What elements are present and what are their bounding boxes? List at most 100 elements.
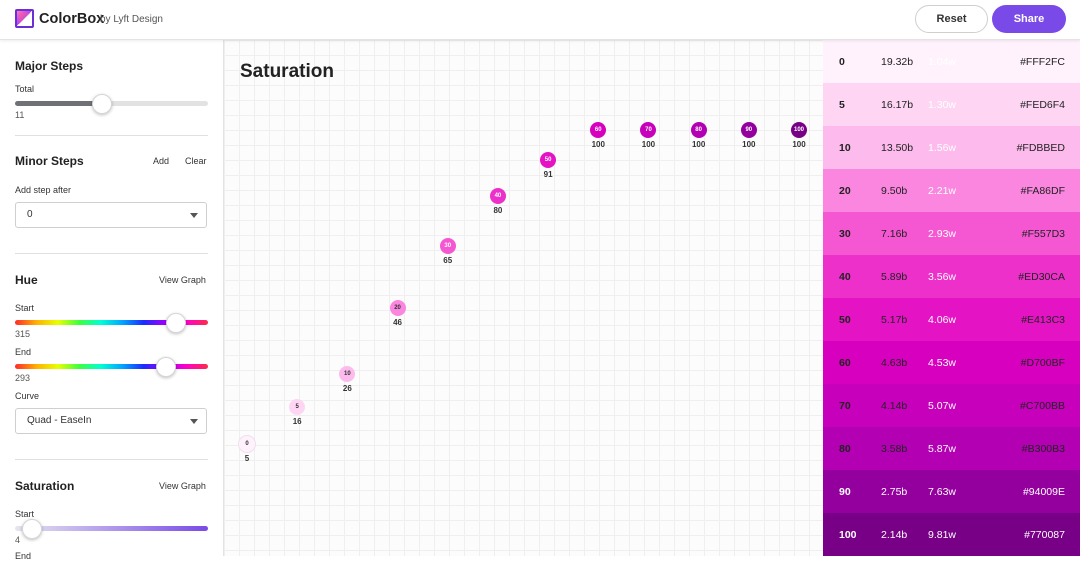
color-swatch[interactable]: 30 7.16b 2.93w #F557D3 (823, 212, 1080, 255)
swatch-hex: #770087 (1024, 528, 1065, 541)
color-swatch[interactable]: 40 5.89b 3.56w #ED30CA (823, 255, 1080, 298)
saturation-end-label: End (15, 551, 32, 561)
swatch-step: 50 (839, 313, 851, 326)
hue-end-slider-thumb[interactable] (156, 357, 176, 377)
add-step-after-value: 0 (27, 209, 33, 220)
color-swatch[interactable]: 5 16.17b 1.30w #FED6F4 (823, 83, 1080, 126)
swatch-hex: #B300B3 (1021, 442, 1065, 455)
curve-select[interactable]: Quad - EaseIn (15, 408, 207, 434)
saturation-title: Saturation (15, 479, 75, 493)
graph-point[interactable]: 20 (389, 300, 406, 317)
swatch-hex: #FFF2FC (1020, 55, 1065, 68)
hue-end-value: 293 (15, 373, 31, 383)
swatch-white-contrast: 4.06w (928, 313, 957, 326)
curve-label: Curve (15, 391, 40, 401)
graph-point-value: 65 (443, 255, 453, 265)
graph-title: Saturation (240, 61, 334, 82)
hue-start-slider-thumb[interactable] (166, 313, 186, 333)
swatch-white-contrast: 2.21w (928, 184, 957, 197)
color-swatch[interactable]: 80 3.58b 5.87w #B300B3 (823, 427, 1080, 470)
swatch-black-contrast: 3.58b (881, 442, 908, 455)
color-swatch[interactable]: 100 2.14b 9.81w #770087 (823, 513, 1080, 556)
graph-point[interactable]: 5 (289, 399, 306, 416)
graph-point-value: 80 (493, 206, 503, 215)
saturation-start-slider-thumb[interactable] (22, 519, 42, 539)
color-swatch[interactable]: 0 19.32b 1.04w #FFF2FC (823, 40, 1080, 83)
graph-point[interactable]: 100 (791, 122, 807, 138)
swatch-step: 60 (839, 356, 851, 369)
divider (15, 135, 208, 136)
swatch-hex: #E413C3 (1021, 313, 1065, 326)
saturation-start-value: 4 (15, 535, 21, 545)
chevron-down-icon (190, 213, 198, 218)
clear-minor-steps-link[interactable]: Clear (185, 156, 207, 166)
saturation-graph: Saturation 0 5 5 16 10 26 20 46 30 65 40 80 50 91 60 10… (224, 40, 823, 556)
color-swatch[interactable]: 60 4.63b 4.53w #D700BF (823, 341, 1080, 384)
total-label: Total (15, 84, 35, 94)
color-swatch[interactable]: 20 9.50b 2.21w #FA86DF (823, 169, 1080, 212)
share-button[interactable]: Share (992, 5, 1066, 33)
graph-point-value: 100 (742, 140, 756, 149)
color-swatch[interactable]: 70 4.14b 5.07w #C700BB (823, 384, 1080, 427)
graph-point[interactable]: 0 (239, 435, 255, 452)
swatch-black-contrast: 5.17b (881, 313, 908, 326)
chevron-down-icon (190, 419, 198, 424)
major-steps-title: Major Steps (15, 59, 84, 73)
color-swatch[interactable]: 10 13.50b 1.56w #FDBBED (823, 126, 1080, 169)
saturation-start-slider-track[interactable] (15, 526, 208, 531)
swatch-black-contrast: 4.63b (881, 356, 908, 369)
swatch-hex: #ED30CA (1018, 270, 1065, 283)
swatch-step: 100 (839, 528, 857, 541)
total-slider-thumb[interactable] (92, 94, 112, 114)
graph-point-value: 5 (244, 453, 250, 463)
swatch-black-contrast: 13.50b (881, 141, 914, 154)
graph-point-value: 100 (792, 140, 806, 149)
swatch-white-contrast: 2.93w (928, 227, 957, 240)
graph-point[interactable]: 10 (339, 366, 356, 383)
graph-point[interactable]: 70 (640, 122, 657, 138)
divider (15, 253, 208, 254)
swatch-step: 20 (839, 184, 851, 197)
swatch-step: 70 (839, 399, 851, 412)
graph-point[interactable]: 30 (439, 237, 456, 254)
swatch-hex: #D700BF (1020, 356, 1065, 369)
graph-point[interactable]: 80 (690, 122, 707, 138)
sidebar: Major Steps Total 11 Minor Steps Add Cle… (0, 40, 224, 561)
app-header: ColorBox by Lyft Design Reset Share (0, 0, 1080, 40)
minor-steps-title: Minor Steps (15, 154, 84, 168)
swatch-hex: #FA86DF (1020, 184, 1065, 197)
reset-button[interactable]: Reset (915, 5, 988, 33)
swatch-black-contrast: 2.75b (881, 485, 908, 498)
hue-end-label: End (15, 347, 32, 357)
swatch-hex: #C700BB (1020, 399, 1065, 412)
swatch-step: 0 (839, 55, 845, 68)
app-subtitle: by Lyft Design (100, 14, 163, 25)
swatch-black-contrast: 5.89b (881, 270, 908, 283)
hue-start-slider-track[interactable] (15, 320, 208, 325)
graph-point-value: 100 (691, 140, 706, 149)
add-minor-step-link[interactable]: Add (153, 156, 170, 166)
swatch-white-contrast: 3.56w (928, 270, 957, 283)
swatch-hex: #FED6F4 (1020, 98, 1065, 111)
hue-view-graph-link[interactable]: View Graph (159, 275, 206, 285)
swatch-white-contrast: 1.56w (928, 141, 957, 154)
swatch-black-contrast: 19.32b (881, 55, 914, 68)
graph-point-value: 46 (393, 318, 402, 328)
hue-end-slider-track[interactable] (15, 364, 208, 369)
graph-point[interactable]: 50 (540, 151, 557, 168)
graph-point[interactable]: 40 (489, 188, 506, 204)
swatch-white-contrast: 9.81w (928, 528, 957, 541)
graph-point[interactable]: 90 (740, 122, 757, 138)
color-swatch[interactable]: 90 2.75b 7.63w #94009E (823, 470, 1080, 513)
saturation-view-graph-link[interactable]: View Graph (159, 481, 206, 491)
swatch-hex: #94009E (1022, 485, 1065, 498)
swatch-hex: #F557D3 (1021, 227, 1065, 240)
add-step-after-select[interactable]: 0 (15, 202, 207, 228)
graph-point[interactable]: 60 (590, 122, 607, 138)
color-swatch[interactable]: 50 5.17b 4.06w #E413C3 (823, 298, 1080, 341)
swatch-step: 40 (839, 270, 851, 283)
add-step-after-label: Add step after (15, 185, 72, 195)
swatch-white-contrast: 1.04w (928, 55, 957, 68)
divider (15, 459, 208, 460)
swatch-black-contrast: 4.14b (881, 399, 908, 412)
